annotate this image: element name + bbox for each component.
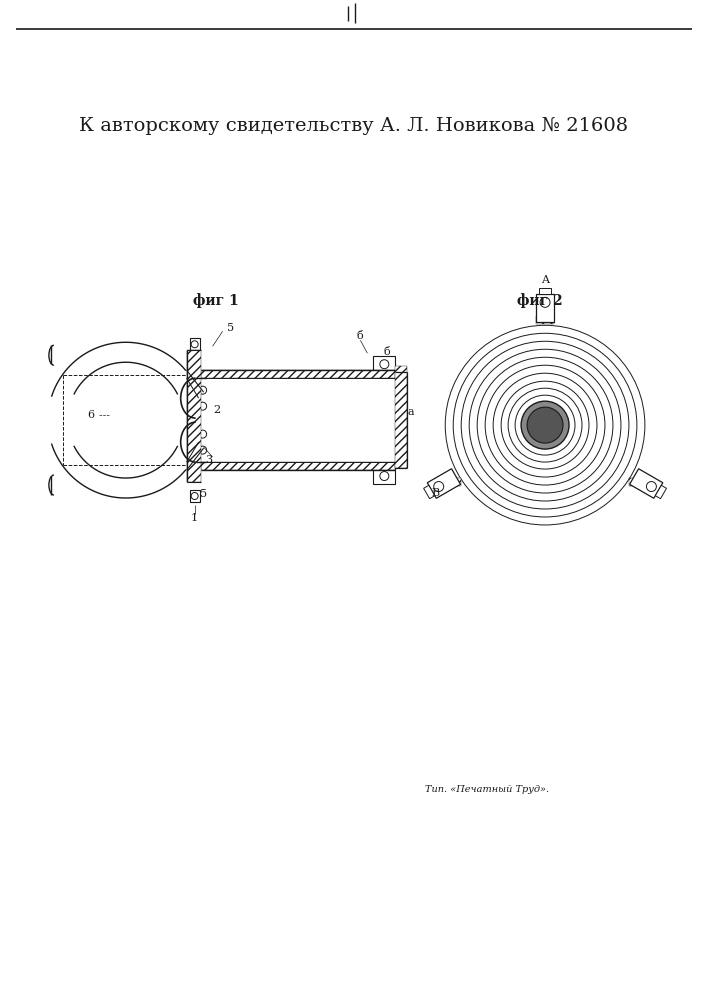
- Text: а: а: [408, 407, 414, 417]
- Text: Тип. «Печатный Труд».: Тип. «Печатный Труд».: [425, 785, 549, 794]
- Text: 5: 5: [200, 489, 207, 499]
- Circle shape: [199, 446, 206, 454]
- Bar: [373, 356, 395, 372]
- Text: 2: 2: [213, 405, 220, 415]
- Text: 1: 1: [191, 513, 198, 523]
- Polygon shape: [427, 469, 460, 498]
- Bar: [189, 338, 199, 350]
- Circle shape: [199, 386, 206, 394]
- Polygon shape: [536, 294, 554, 322]
- Text: фиг 2: фиг 2: [518, 293, 563, 308]
- Polygon shape: [655, 485, 667, 499]
- Polygon shape: [423, 485, 435, 499]
- Bar: [373, 468, 395, 484]
- Polygon shape: [630, 469, 662, 498]
- Circle shape: [527, 407, 563, 443]
- Text: К авторскому свидетельству А. Л. Новикова № 21608: К авторскому свидетельству А. Л. Новиков…: [78, 117, 628, 135]
- Text: 6: 6: [87, 410, 95, 420]
- Text: фиг 1: фиг 1: [193, 293, 238, 308]
- Text: B: B: [431, 488, 439, 498]
- Bar: [201, 462, 395, 470]
- Text: 5: 5: [227, 323, 234, 333]
- Bar: [629, 478, 639, 486]
- Bar: [536, 316, 554, 324]
- Text: 3: 3: [205, 455, 212, 465]
- Bar: [451, 478, 461, 486]
- Bar: [187, 350, 201, 482]
- Bar: [189, 490, 199, 502]
- Text: б: б: [384, 347, 391, 357]
- Circle shape: [199, 402, 206, 410]
- Bar: [395, 366, 407, 468]
- Polygon shape: [539, 288, 551, 294]
- Text: б: б: [357, 331, 363, 341]
- Circle shape: [199, 430, 206, 438]
- Bar: [201, 370, 395, 378]
- Circle shape: [521, 401, 569, 449]
- Text: A: A: [541, 275, 549, 285]
